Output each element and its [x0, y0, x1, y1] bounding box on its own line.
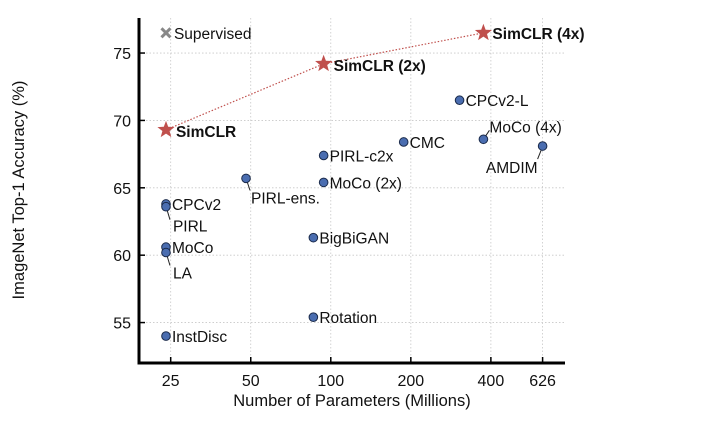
circle-marker [478, 134, 489, 145]
circle-marker [161, 247, 171, 258]
point-label: SimCLR (2x) [334, 58, 426, 75]
axes: 25 50 100 200 400 626 55 60 65 70 75 [113, 18, 565, 390]
y-tick-label: 55 [113, 316, 131, 333]
x-tick-label: 50 [242, 373, 260, 390]
point-label: CPCv2 [172, 197, 221, 214]
circle-marker [398, 137, 409, 147]
circle-marker [537, 141, 548, 151]
x-tick-label: 200 [397, 373, 424, 390]
point-label: MoCo (2x) [330, 175, 402, 192]
circle-marker [308, 232, 319, 243]
y-tick-label: 75 [113, 46, 131, 63]
point-cpcv2-l: CPCv2-L [454, 93, 529, 110]
y-axis-label: ImageNet Top-1 Accuracy (%) [10, 81, 28, 300]
point-label: PIRL-c2x [330, 148, 394, 165]
point-pirl-ens: PIRL-ens. [241, 173, 320, 207]
star-marker [157, 120, 175, 138]
point-bigbigan: BigBiGAN [308, 231, 389, 248]
point-simclr-4x: SimCLR (4x) [474, 23, 585, 43]
point-label: MoCo [172, 240, 213, 257]
x-tick-label: 25 [162, 373, 180, 390]
point-label: CPCv2-L [466, 93, 529, 110]
circle-marker [318, 177, 329, 188]
point-label: LA [173, 265, 193, 282]
point-simclr: SimCLR [157, 120, 236, 141]
circle-marker [308, 312, 319, 322]
point-moco-4x: MoCo (4x) [478, 119, 562, 145]
point-label: SimCLR [176, 124, 236, 141]
point-label: SimCLR (4x) [492, 26, 584, 43]
x-tick-label: 626 [529, 373, 556, 390]
point-amdim: AMDIM [486, 141, 548, 177]
x-tick-label: 400 [478, 373, 505, 390]
point-cmc: CMC [398, 135, 445, 152]
leader-line [485, 130, 490, 137]
circle-marker [161, 201, 171, 212]
simclr-trend-line [165, 32, 484, 131]
point-la: LA [161, 247, 193, 282]
leader-line [166, 209, 171, 220]
circle-marker [318, 150, 329, 161]
point-label: PIRL [173, 219, 208, 236]
point-label: CMC [410, 135, 445, 152]
x-axis-label: Number of Parameters (Millions) [233, 392, 470, 410]
point-label: Supervised [174, 26, 252, 43]
x-marker [160, 27, 172, 39]
y-tick-label: 60 [113, 248, 131, 265]
data-points: Supervised SimCLR SimCLR (2x) SimCLR (4x) CP… [157, 23, 585, 346]
leader-line [537, 148, 543, 160]
point-label: Rotation [319, 310, 377, 327]
y-tick-label: 70 [113, 113, 131, 130]
point-moco-2x: MoCo (2x) [318, 175, 402, 192]
point-label: AMDIM [486, 160, 538, 177]
point-pirl: PIRL [161, 201, 208, 236]
y-tick-label: 65 [113, 181, 131, 198]
point-label: MoCo (4x) [489, 119, 561, 136]
circle-marker [454, 95, 465, 106]
point-label: InstDisc [172, 329, 227, 346]
leader-line [166, 255, 171, 266]
circle-marker [241, 173, 251, 184]
point-pirl-c2x: PIRL-c2x [318, 148, 394, 165]
point-label: PIRL-ens. [251, 190, 320, 207]
point-simclr-2x: SimCLR (2x) [315, 54, 426, 75]
star-marker [315, 54, 333, 72]
x-tick-label: 100 [317, 373, 344, 390]
point-label: BigBiGAN [319, 231, 389, 248]
circle-marker [161, 331, 171, 341]
star-marker [474, 23, 492, 41]
grid [139, 18, 565, 363]
point-rotation: Rotation [308, 310, 377, 327]
point-supervised: Supervised [160, 26, 252, 43]
point-instdisc: InstDisc [161, 329, 227, 346]
